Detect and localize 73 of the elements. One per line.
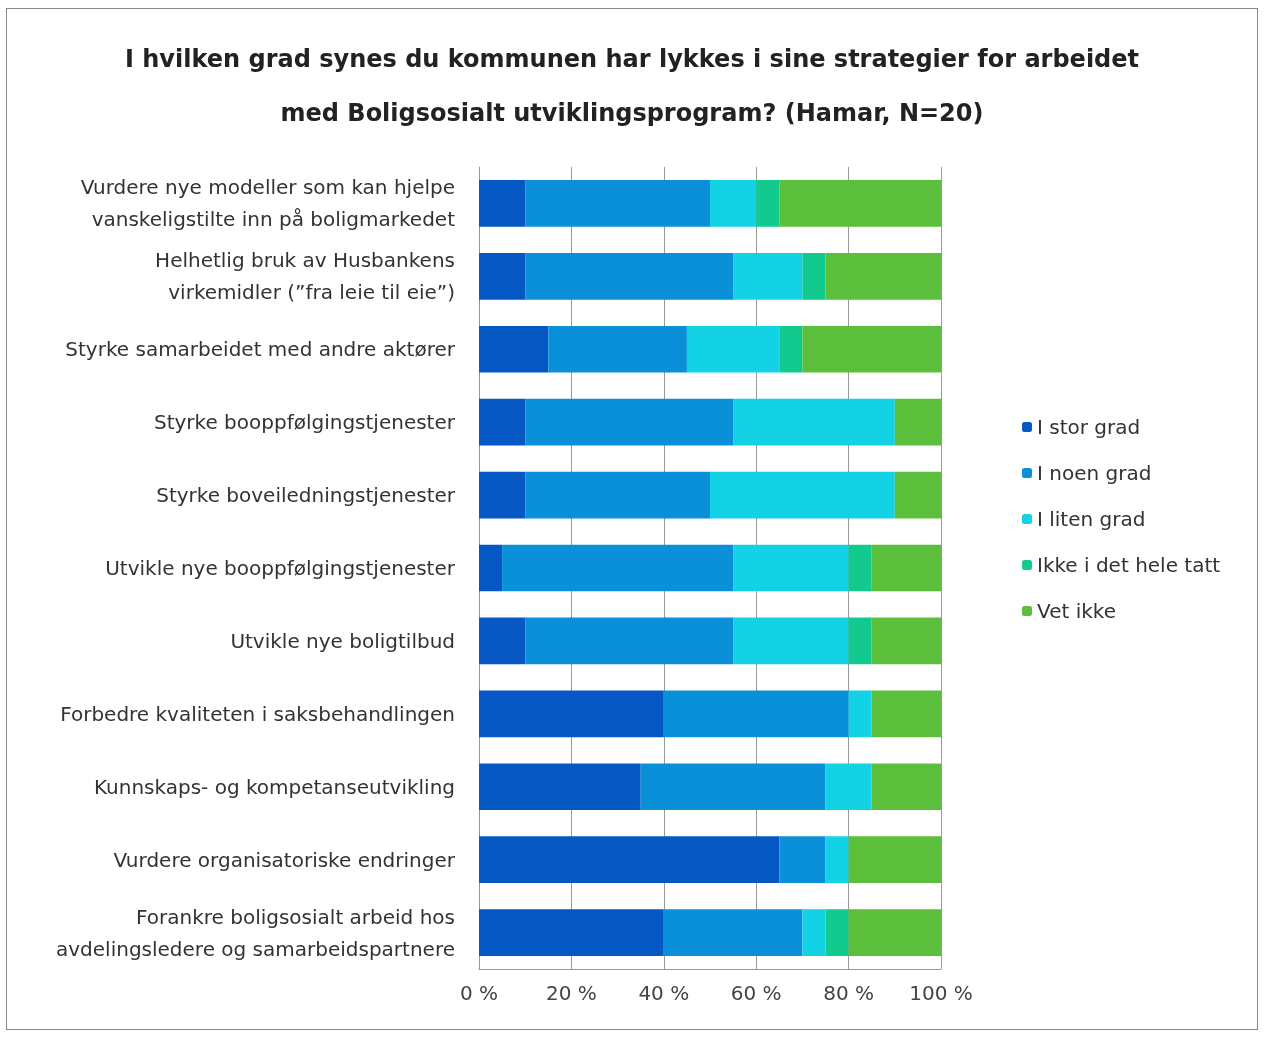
legend-label: I noen grad bbox=[1037, 461, 1152, 485]
bar bbox=[479, 617, 526, 665]
y-tick-label: Forankre boligsosialt arbeid hos avdelingsledere og samarbeidspartnere bbox=[56, 904, 455, 961]
bar bbox=[502, 544, 734, 592]
bar bbox=[479, 763, 641, 811]
x-tick-label: 60 % bbox=[730, 981, 782, 1005]
bar bbox=[525, 398, 734, 446]
bar bbox=[871, 690, 941, 738]
bar bbox=[479, 544, 503, 592]
bar bbox=[525, 180, 710, 227]
bar bbox=[663, 909, 803, 956]
y-tick-label: Utvikle nye boligtilbud bbox=[230, 628, 455, 653]
bar bbox=[479, 180, 526, 227]
bar bbox=[802, 909, 826, 956]
bar bbox=[871, 617, 941, 665]
bar bbox=[802, 253, 826, 300]
y-tick-label: Forbedre kvaliteten i saksbehandlingen bbox=[60, 701, 455, 726]
bar bbox=[710, 471, 895, 519]
y-tick-label: Helhetlig bruk av Husbankens virkemidler (”fra leie til eie”) bbox=[155, 248, 455, 305]
bar bbox=[848, 617, 872, 665]
bar bbox=[848, 836, 941, 883]
bar bbox=[733, 398, 895, 446]
bar bbox=[848, 690, 872, 738]
bar bbox=[779, 325, 803, 373]
y-tick-label: Styrke booppfølgingstjenester bbox=[153, 410, 456, 435]
y-tick-label: Kunnskaps- og kompetanseutvikling bbox=[93, 774, 455, 799]
bar bbox=[710, 180, 757, 227]
legend-label: Vet ikke bbox=[1037, 599, 1116, 623]
y-tick-label: Utvikle nye booppfølgingstjenester bbox=[105, 556, 456, 580]
bar bbox=[479, 398, 526, 446]
x-tick-label: 40 % bbox=[638, 981, 690, 1005]
x-tick-label: 100 % bbox=[909, 981, 973, 1005]
bar bbox=[525, 471, 710, 519]
bar bbox=[479, 836, 780, 883]
bar bbox=[479, 471, 526, 519]
legend-label: Ikke i det hele tatt bbox=[1037, 553, 1221, 577]
bar bbox=[825, 763, 872, 811]
x-tick-label: 80 % bbox=[823, 981, 875, 1005]
bar bbox=[894, 471, 941, 519]
bar bbox=[733, 253, 803, 300]
bar bbox=[848, 544, 872, 592]
chart-title: I hvilken grad synes du kommunen har lykkes i sine strategier for arbeidet med Boligsosialt utviklingsprogram? (Hamar, N=20) bbox=[124, 45, 1140, 127]
bar bbox=[686, 325, 780, 373]
y-tick-label: Styrke boveiledningstjenester bbox=[156, 483, 456, 508]
bar bbox=[756, 180, 780, 227]
bar bbox=[894, 398, 941, 446]
bar bbox=[479, 909, 664, 956]
bar bbox=[848, 909, 941, 956]
bar bbox=[548, 325, 687, 373]
bar bbox=[825, 909, 849, 956]
bar bbox=[802, 325, 941, 373]
y-tick-label: Vurdere organisatoriske endringer bbox=[113, 847, 456, 872]
bar bbox=[525, 253, 734, 300]
bar bbox=[779, 836, 826, 883]
bar bbox=[479, 690, 664, 738]
legend-label: I liten grad bbox=[1037, 507, 1146, 531]
bar bbox=[733, 617, 849, 665]
y-tick-label: Styrke samarbeidet med andre aktører bbox=[65, 337, 456, 362]
legend-label: I stor grad bbox=[1037, 415, 1141, 439]
bar bbox=[663, 690, 849, 738]
bar bbox=[733, 544, 849, 592]
bar bbox=[871, 544, 941, 592]
x-tick-label: 20 % bbox=[545, 981, 597, 1005]
bar bbox=[640, 763, 826, 811]
y-tick-label: Vurdere nye modeller som kan hjelpe vanskeligstilte inn på boligmarkedet bbox=[80, 175, 456, 232]
bar bbox=[871, 763, 941, 811]
x-tick-label: 0 % bbox=[459, 981, 499, 1005]
bar bbox=[479, 253, 526, 300]
bar bbox=[825, 253, 941, 300]
bar bbox=[525, 617, 734, 665]
bar bbox=[479, 325, 549, 373]
bar bbox=[779, 180, 941, 227]
bar bbox=[825, 836, 849, 883]
